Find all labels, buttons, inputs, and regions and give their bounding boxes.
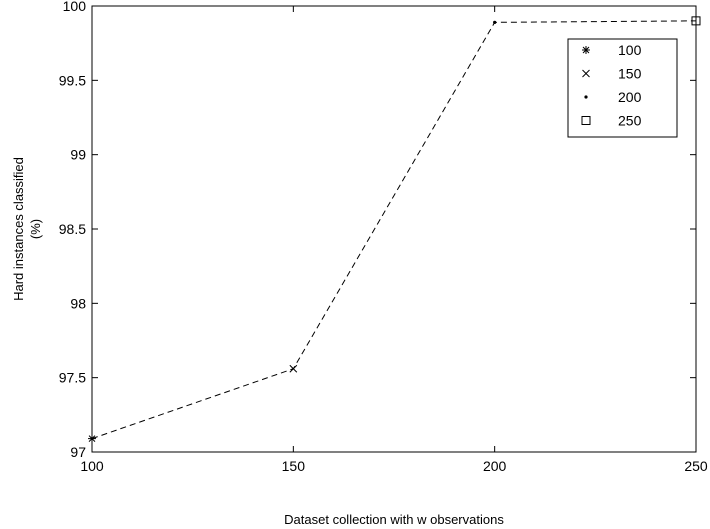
x-tick-label: 200 [483,458,507,474]
legend-marker-150 [582,69,590,78]
y-tick-label: 97.5 [59,370,86,386]
legend-box [567,38,678,138]
legend-label: 100 [618,42,642,58]
y-axis-ticks: 97 97.5 98 98.5 99 99.5 100 [59,0,696,460]
x-axis-label: Dataset collection with w observations [284,512,504,527]
legend-marker-200 [584,95,588,99]
x-tick-label: 100 [80,458,104,474]
legend-label: 200 [618,89,642,105]
marker-200 [493,20,497,24]
x-tick-label: 150 [282,458,306,474]
y-tick-label: 98.5 [59,221,86,237]
y-axis-label: Hard instances classified (%) [11,157,43,301]
x-axis-ticks: 100 150 200 250 [80,6,708,474]
y-tick-label: 99 [70,147,86,163]
y-tick-label: 97 [70,444,86,460]
y-tick-label: 99.5 [59,72,86,88]
legend-marker-100 [582,46,590,54]
legend: 100 150 200 250 [567,38,678,138]
y-tick-label: 100 [63,0,87,14]
legend-label: 150 [618,66,642,82]
marker-150 [289,364,298,373]
marker-250 [691,16,701,26]
y-axis-label-line1: Hard instances classified [11,157,26,301]
legend-label: 250 [618,113,642,129]
y-tick-label: 98 [70,295,86,311]
y-axis-label-line2: (%) [28,219,43,239]
legend-marker-250 [581,116,591,125]
data-markers [88,16,701,443]
marker-100 [88,434,96,443]
series-line [91,20,697,440]
x-tick-label: 250 [684,458,708,474]
